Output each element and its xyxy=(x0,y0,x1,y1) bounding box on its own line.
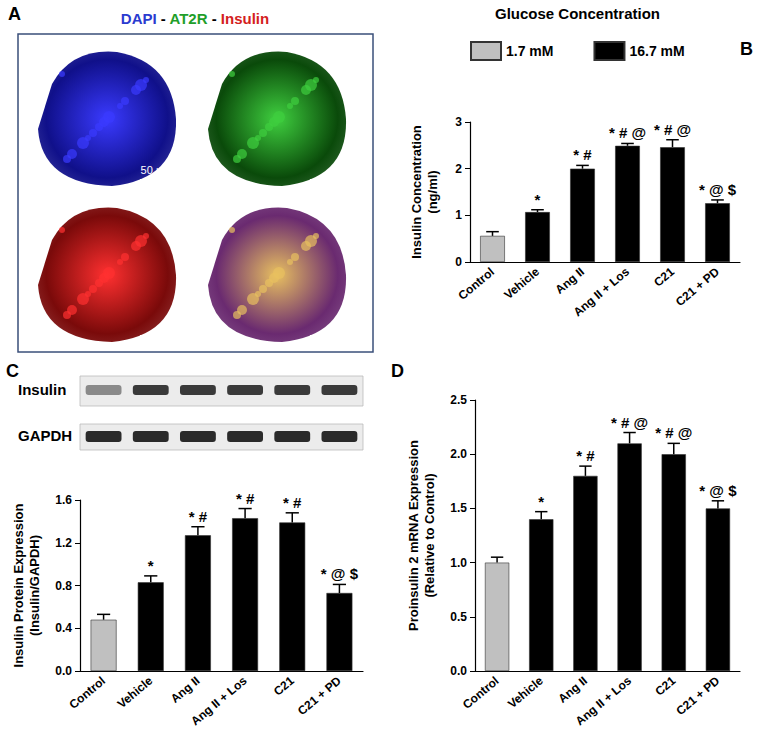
svg-text:* # @: * # @ xyxy=(655,424,692,441)
svg-text:0.0: 0.0 xyxy=(55,664,72,678)
svg-text:* #: * # xyxy=(573,146,592,163)
svg-text:0: 0 xyxy=(455,255,462,269)
svg-text:0.0: 0.0 xyxy=(450,664,467,678)
svg-text:* # @: * # @ xyxy=(611,414,648,431)
svg-text:Ang II: Ang II xyxy=(555,674,590,706)
svg-text:* #: * # xyxy=(189,508,208,525)
svg-text:3: 3 xyxy=(455,115,462,129)
svg-text:C21: C21 xyxy=(652,673,678,698)
svg-text:* @ $: * @ $ xyxy=(699,181,737,198)
svg-text:(Insulin/GAPDH): (Insulin/GAPDH) xyxy=(27,535,42,636)
svg-text:C21: C21 xyxy=(651,264,677,289)
svg-text:1: 1 xyxy=(455,208,462,222)
svg-text:Ang II: Ang II xyxy=(168,674,203,706)
svg-text:Insulin Protein Expression: Insulin Protein Expression xyxy=(11,503,26,667)
svg-text:GAPDH: GAPDH xyxy=(18,427,72,444)
svg-text:0.5: 0.5 xyxy=(450,610,467,624)
svg-text:Ang II + Los: Ang II + Los xyxy=(573,673,635,728)
svg-text:* #: * # xyxy=(236,490,255,507)
svg-text:C21 + PD: C21 + PD xyxy=(295,673,344,718)
svg-text:Ang II + Los: Ang II + Los xyxy=(188,673,250,728)
svg-text:Control: Control xyxy=(455,265,497,303)
svg-text:2.0: 2.0 xyxy=(450,447,467,461)
svg-text:C21: C21 xyxy=(271,673,297,698)
svg-text:0.4: 0.4 xyxy=(55,621,72,635)
svg-text:(Relative to Control): (Relative to Control) xyxy=(422,473,437,597)
svg-text:*: * xyxy=(148,557,154,574)
svg-text:Control: Control xyxy=(66,674,108,712)
svg-text:(ng/ml): (ng/ml) xyxy=(425,170,440,213)
svg-text:1.0: 1.0 xyxy=(450,556,467,570)
svg-text:2: 2 xyxy=(455,162,462,176)
svg-text:*: * xyxy=(535,191,541,208)
svg-text:Proinsulin 2 mRNA Expression: Proinsulin 2 mRNA Expression xyxy=(406,440,421,631)
svg-text:Vehicle: Vehicle xyxy=(115,673,156,711)
svg-text:* # @: * # @ xyxy=(654,121,691,138)
svg-text:* #: * # xyxy=(576,447,595,464)
svg-text:C: C xyxy=(6,361,19,381)
svg-text:Insulin Concentration: Insulin Concentration xyxy=(409,125,424,259)
svg-text:* #: * # xyxy=(283,494,302,511)
svg-text:Vehicle: Vehicle xyxy=(501,264,542,302)
svg-text:* @ $: * @ $ xyxy=(699,482,737,499)
svg-text:1.7 mM: 1.7 mM xyxy=(506,43,553,59)
svg-text:Ang II: Ang II xyxy=(552,265,587,297)
svg-text:2.5: 2.5 xyxy=(450,393,467,407)
svg-text:1.5: 1.5 xyxy=(450,501,467,515)
svg-text:D: D xyxy=(391,361,404,381)
svg-text:C21 + PD: C21 + PD xyxy=(673,264,722,309)
svg-text:50 μm: 50 μm xyxy=(141,164,172,176)
svg-text:Glucose Concentration: Glucose Concentration xyxy=(495,5,660,22)
svg-text:1.6: 1.6 xyxy=(55,493,72,507)
svg-text:* # @: * # @ xyxy=(609,124,646,141)
svg-text:DAPI - AT2R - Insulin: DAPI - AT2R - Insulin xyxy=(121,10,269,27)
svg-text:Insulin: Insulin xyxy=(18,381,66,398)
svg-text:*: * xyxy=(538,493,544,510)
svg-text:0.8: 0.8 xyxy=(55,579,72,593)
svg-text:16.7 mM: 16.7 mM xyxy=(629,43,684,59)
svg-text:Ang II + Los: Ang II + Los xyxy=(571,264,633,319)
svg-text:A: A xyxy=(8,4,21,24)
svg-text:Vehicle: Vehicle xyxy=(505,673,546,711)
svg-text:1.2: 1.2 xyxy=(55,536,72,550)
svg-text:B: B xyxy=(740,39,753,59)
svg-text:C21 + PD: C21 + PD xyxy=(673,673,722,718)
svg-text:Control: Control xyxy=(460,674,502,712)
svg-text:* @ $: * @ $ xyxy=(321,565,359,582)
